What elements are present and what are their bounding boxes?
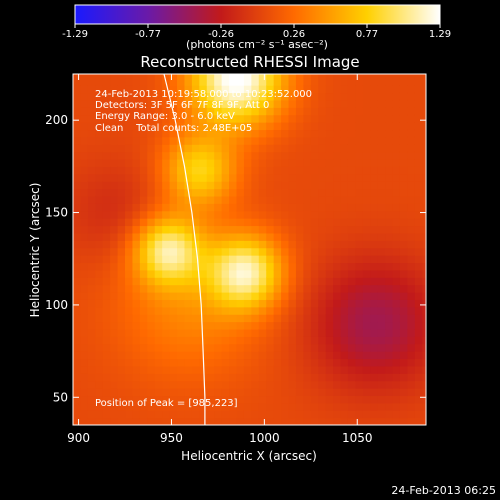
footer-timestamp: 24-Feb-2013 06:25 bbox=[391, 484, 496, 497]
colorbar-tick-label: 0.77 bbox=[356, 29, 378, 40]
x-tick-label: 900 bbox=[67, 431, 90, 445]
colorbar-tick-label: 1.29 bbox=[429, 29, 451, 40]
y-axis-label: Heliocentric Y (arcsec) bbox=[28, 183, 42, 318]
y-tick-label: 200 bbox=[45, 113, 68, 127]
y-tick-label: 150 bbox=[45, 206, 68, 220]
annotation-peak-position: Position of Peak = [985,223] bbox=[95, 398, 238, 409]
x-tick-label: 1000 bbox=[249, 431, 280, 445]
colorbar-tick-label: 0.26 bbox=[283, 29, 305, 40]
heatmap-area bbox=[73, 74, 426, 425]
solar-limb-curve bbox=[163, 74, 206, 425]
y-axis-ticks: 50 100 150 200 bbox=[45, 113, 426, 404]
chart-title: Reconstructed RHESSI Image bbox=[140, 53, 359, 71]
x-tick-label: 950 bbox=[160, 431, 183, 445]
annotation-time-range: 24-Feb-2013 10:19:58.000 to 10:23:52.000 bbox=[95, 89, 312, 100]
colorbar-tick-label: -0.77 bbox=[135, 29, 161, 40]
annotation-detectors: Detectors: 3F 5F 6F 7F 8F 9F, Att 0 bbox=[95, 100, 269, 111]
colorbar bbox=[74, 4, 441, 25]
x-axis-label: Heliocentric X (arcsec) bbox=[181, 449, 317, 463]
annotation-clean-counts: Clean Total counts: 2.48E+05 bbox=[95, 123, 252, 134]
colorbar-tick-label: -0.26 bbox=[208, 29, 234, 40]
colorbar-ticks: -1.29 -0.77 -0.26 0.26 0.77 1.29 bbox=[62, 24, 451, 40]
x-tick-label: 1050 bbox=[342, 431, 373, 445]
colorbar-tick-label: -1.29 bbox=[62, 29, 88, 40]
y-tick-label: 50 bbox=[53, 390, 68, 404]
plot-frame bbox=[72, 73, 427, 426]
y-tick-label: 100 bbox=[45, 298, 68, 312]
colorbar-units-label: (photons cm⁻² s⁻¹ asec⁻²) bbox=[186, 38, 328, 51]
annotation-energy-range: Energy Range: 3.0 - 6.0 keV bbox=[95, 111, 235, 122]
x-axis-ticks: 900 950 1000 1050 bbox=[67, 74, 373, 445]
